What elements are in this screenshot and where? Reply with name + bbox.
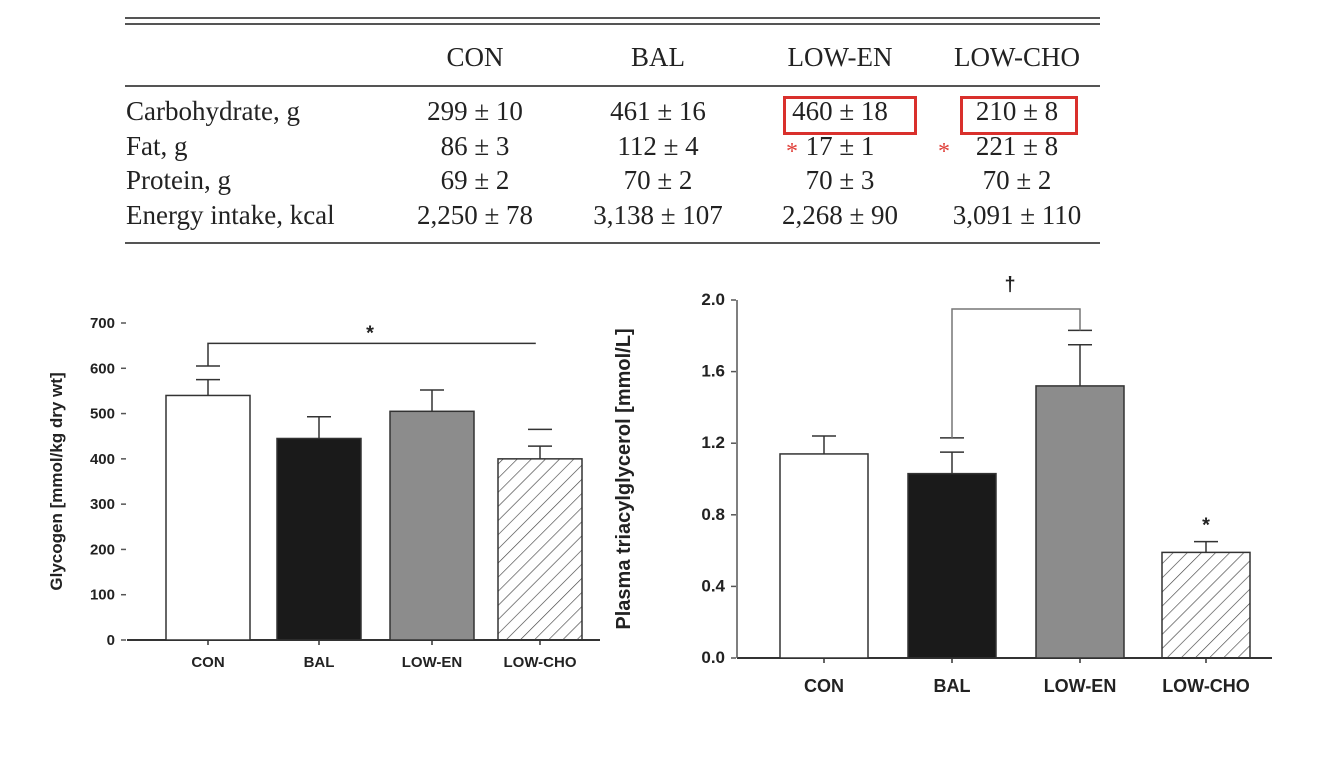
table-cell: 299 ± 10 bbox=[427, 96, 523, 126]
x-tick-label: BAL bbox=[304, 654, 335, 671]
column-header: LOW-EN bbox=[787, 42, 893, 72]
bar-con bbox=[165, 394, 251, 641]
significance-bracket bbox=[951, 308, 1081, 438]
column-header: CON bbox=[446, 42, 504, 72]
y-tick-label: 1.2 bbox=[701, 433, 725, 452]
row-label: Fat, g bbox=[126, 131, 188, 161]
bar-low-cho bbox=[1161, 551, 1251, 659]
table-header-rule bbox=[125, 85, 1100, 87]
table-cell: 221 ± 8 bbox=[975, 131, 1059, 161]
significance-label: † bbox=[1004, 274, 1015, 296]
x-tick-label: LOW-EN bbox=[1044, 676, 1117, 696]
table-cell: 210 ± 8 bbox=[975, 96, 1059, 126]
table-cell: 70 ± 3 bbox=[805, 165, 875, 195]
table-cell: 69 ± 2 bbox=[440, 165, 510, 195]
table-cell: 17 ± 1 bbox=[805, 131, 875, 161]
y-tick-label: 100 bbox=[90, 587, 115, 604]
y-axis-label: Plasma triacylglycerol [mmol/L] bbox=[613, 328, 635, 629]
diet-table: CON BAL LOW-EN LOW-CHO Carbohydrate, g 299 ± … bbox=[0, 0, 1319, 260]
bar-con bbox=[779, 453, 869, 659]
column-header: LOW-CHO bbox=[954, 42, 1080, 72]
significance-label: * bbox=[366, 322, 374, 344]
bar-low-en bbox=[1035, 385, 1125, 659]
y-tick-label: 400 bbox=[90, 451, 115, 468]
y-tick-label: 600 bbox=[90, 360, 115, 377]
column-header: BAL bbox=[631, 42, 685, 72]
table-cell: 460 ± 18 bbox=[792, 96, 888, 126]
y-tick-label: 1.6 bbox=[701, 362, 725, 381]
y-tick-label: 0.8 bbox=[701, 505, 725, 524]
bar-low-en bbox=[389, 410, 475, 641]
table-cell: 2,268 ± 90 bbox=[781, 200, 899, 230]
y-tick-label: 500 bbox=[90, 406, 115, 423]
table-cell: 3,138 ± 107 bbox=[593, 200, 723, 230]
table-cell: 86 ± 3 bbox=[440, 131, 510, 161]
x-tick-label: CON bbox=[191, 654, 224, 671]
significance-marker: * bbox=[938, 139, 950, 165]
table-cell: 70 ± 2 bbox=[982, 165, 1052, 195]
row-label: Carbohydrate, g bbox=[126, 96, 300, 126]
y-tick-label: 300 bbox=[90, 496, 115, 513]
y-axis-label: Glycogen [mmol/kg dry wt] bbox=[47, 372, 66, 590]
bar-low-cho bbox=[497, 458, 583, 641]
y-tick-label: 2.0 bbox=[701, 290, 725, 309]
table-top-rule bbox=[125, 23, 1100, 25]
table-cell: 3,091 ± 110 bbox=[952, 200, 1082, 230]
row-label: Energy intake, kcal bbox=[126, 200, 335, 230]
bar-bal bbox=[276, 437, 362, 641]
significance-marker: * bbox=[786, 139, 798, 165]
table-cell: 70 ± 2 bbox=[623, 165, 693, 195]
y-tick-label: 200 bbox=[90, 541, 115, 558]
x-tick-label: LOW-EN bbox=[402, 654, 463, 671]
bar-bal bbox=[907, 472, 997, 659]
highlight-box bbox=[960, 96, 1078, 135]
y-tick-label: 0.0 bbox=[701, 648, 725, 667]
significance-bracket bbox=[207, 342, 536, 367]
y-tick-label: 0 bbox=[107, 632, 115, 649]
table-cell: 461 ± 16 bbox=[610, 96, 706, 126]
table-top-rule bbox=[125, 17, 1100, 19]
highlight-box bbox=[783, 96, 917, 135]
y-tick-label: 0.4 bbox=[701, 576, 725, 595]
x-tick-label: LOW-CHO bbox=[503, 654, 576, 671]
y-tick-label: 700 bbox=[90, 315, 115, 332]
x-tick-label: CON bbox=[804, 676, 844, 696]
significance-label: * bbox=[1202, 515, 1210, 537]
table-bottom-rule bbox=[125, 242, 1100, 244]
table-cell: 2,250 ± 78 bbox=[416, 200, 534, 230]
x-tick-label: BAL bbox=[934, 676, 971, 696]
x-tick-label: LOW-CHO bbox=[1162, 676, 1250, 696]
row-label: Protein, g bbox=[126, 165, 231, 195]
table-cell: 112 ± 4 bbox=[617, 131, 699, 161]
